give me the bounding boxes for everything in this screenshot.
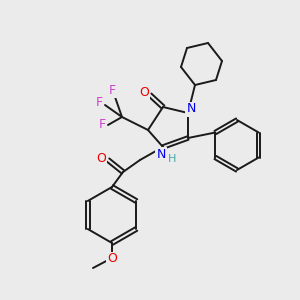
Text: H: H	[168, 154, 176, 164]
Text: O: O	[107, 253, 117, 266]
Text: N: N	[156, 148, 166, 160]
Text: N: N	[186, 103, 196, 116]
Text: F: F	[95, 97, 103, 110]
Text: O: O	[96, 152, 106, 164]
Text: F: F	[98, 118, 106, 131]
Text: F: F	[108, 83, 116, 97]
Text: O: O	[139, 85, 149, 98]
